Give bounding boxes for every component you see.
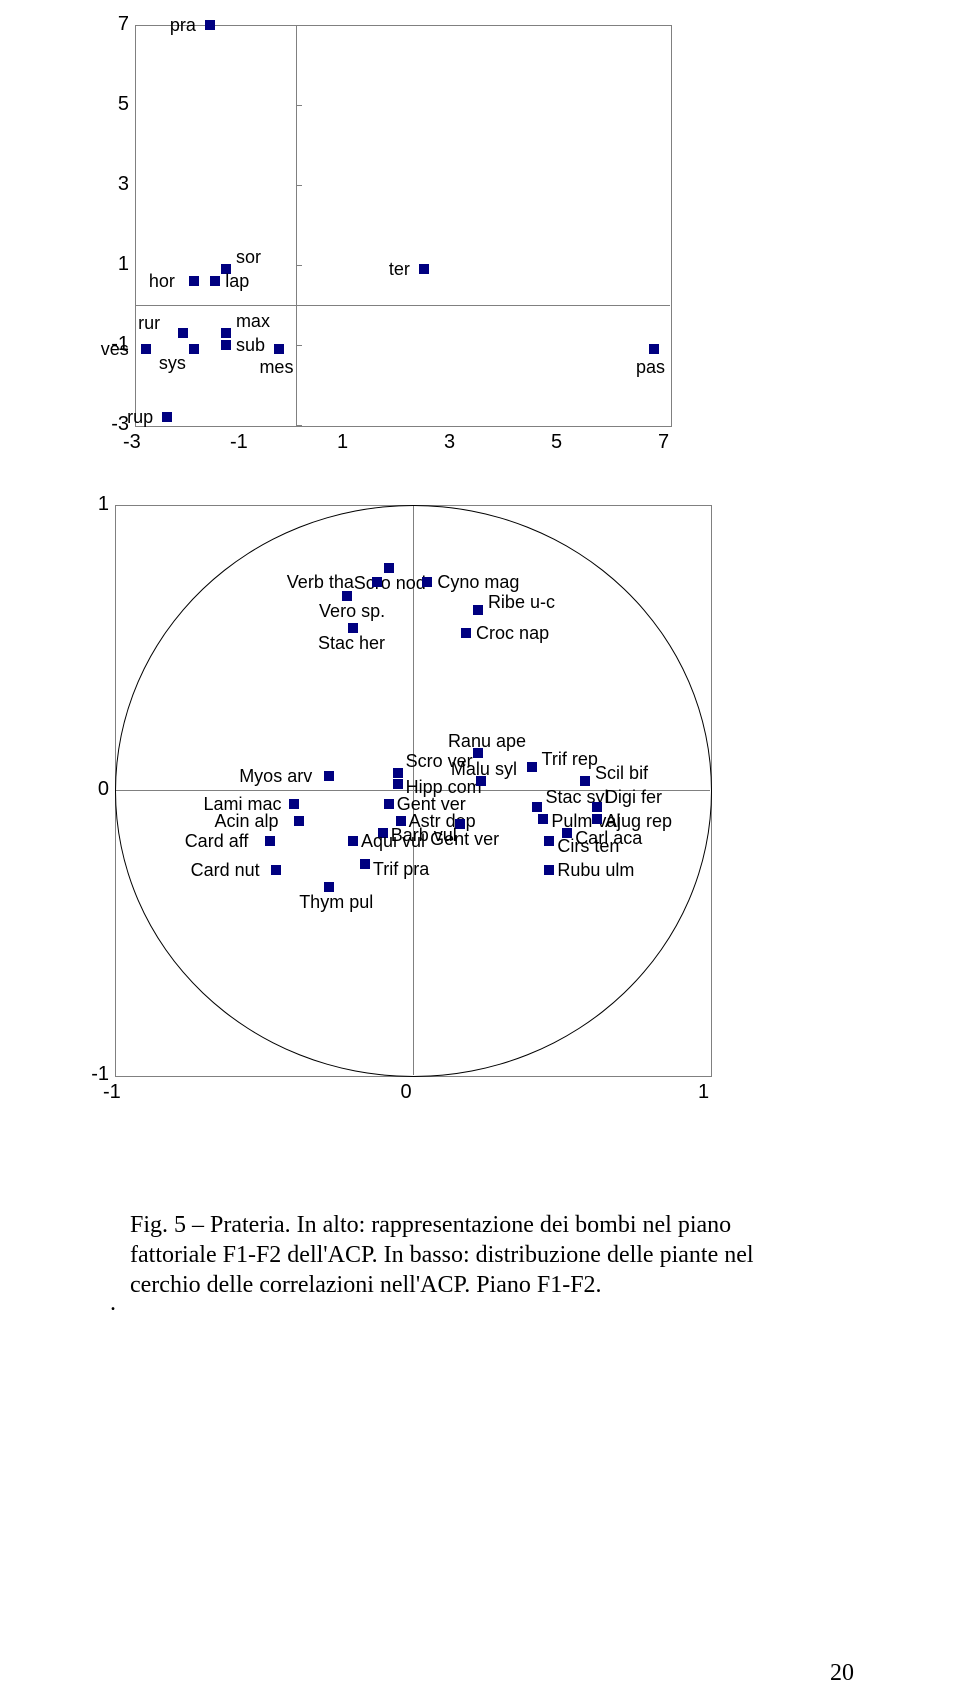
scatter-point-label: Cirs ten — [557, 836, 619, 857]
y-tick-label: 3 — [101, 173, 129, 196]
y-tick-mark — [296, 105, 302, 106]
scatter-point-label: sub — [236, 335, 265, 356]
y-tick-label: -1 — [81, 1063, 109, 1086]
scatter-point-label: Vero sp. — [319, 601, 385, 622]
scatter-point — [419, 264, 429, 274]
scatter-point-label: Card aff — [185, 831, 249, 852]
scatter-point — [205, 20, 215, 30]
scatter-point-label: sor — [236, 247, 261, 268]
x-tick-label: 1 — [337, 431, 348, 454]
scatter-point — [189, 344, 199, 354]
scatter-point-label: Scro nod — [354, 573, 426, 594]
scatter-point-label: Digi fer — [605, 787, 662, 808]
scatter-point — [461, 628, 471, 638]
y-tick-label: 1 — [81, 493, 109, 516]
figure-caption: Fig. 5 – Prateria. In alto: rappresentaz… — [130, 1210, 770, 1300]
scatter-point — [271, 865, 281, 875]
scatter-point-label: Verb tha — [287, 572, 354, 593]
scatter-point-label: sys — [159, 353, 186, 374]
x-tick-label: 5 — [551, 431, 562, 454]
scatter-point — [189, 276, 199, 286]
y-tick-label: 0 — [81, 778, 109, 801]
scatter-point — [527, 762, 537, 772]
x-tick-label: -1 — [230, 431, 248, 454]
y-tick-mark — [296, 345, 302, 346]
scatter-point — [580, 776, 590, 786]
scatter-point-label: Stac her — [318, 633, 385, 654]
scatter-point — [178, 328, 188, 338]
scatter-point-label: Croc nap — [476, 623, 549, 644]
y-tick-label: 7 — [101, 13, 129, 36]
scatter-point — [538, 814, 548, 824]
scatter-point — [384, 799, 394, 809]
scatter-point — [649, 344, 659, 354]
scatter-point-label: pas — [636, 357, 665, 378]
scatter-point-label: hor — [149, 271, 175, 292]
scatter-point — [473, 605, 483, 615]
scatter-point — [393, 768, 403, 778]
stray-period: . — [110, 1288, 130, 1318]
scatter-point — [141, 344, 151, 354]
y-tick-mark — [296, 25, 302, 26]
scatter-point — [324, 771, 334, 781]
y-tick-label: 5 — [101, 93, 129, 116]
y-tick-mark — [296, 185, 302, 186]
scatter-point — [544, 836, 554, 846]
x-tick-label: 7 — [658, 431, 669, 454]
scatter-point — [221, 328, 231, 338]
scatter-point — [210, 276, 220, 286]
scatter-point — [265, 836, 275, 846]
scatter-point-label: Myos arv — [239, 766, 312, 787]
plot-border — [135, 25, 672, 427]
scatter-point — [274, 344, 284, 354]
scatter-point-label: Ribe u-c — [488, 592, 555, 613]
y-axis-zero-line — [296, 25, 297, 425]
scatter-point — [532, 802, 542, 812]
scatter-point-label: Rubu ulm — [557, 860, 634, 881]
page-number: 20 — [830, 1660, 854, 1687]
scatter-point-label: Acin alp — [214, 811, 278, 832]
x-axis-zero-line — [135, 305, 670, 306]
scatter-point-label: Thym pul — [299, 892, 373, 913]
scatter-point — [324, 882, 334, 892]
scatter-point-label: Aqui vul — [361, 831, 425, 852]
scatter-point — [544, 865, 554, 875]
y-tick-mark — [296, 425, 302, 426]
scatter-point — [348, 836, 358, 846]
scatter-point — [372, 577, 382, 587]
scatter-point-label: max — [236, 311, 270, 332]
x-tick-label: 1 — [698, 1081, 709, 1104]
scatter-point — [342, 591, 352, 601]
scatter-point — [592, 814, 602, 824]
x-tick-label: 3 — [444, 431, 455, 454]
scatter-point-label: ter — [389, 259, 410, 280]
scatter-point-label: Cyno mag — [437, 572, 519, 593]
scatter-point — [289, 799, 299, 809]
scatter-point-label: ves — [101, 339, 129, 360]
scatter-point-label: Ranu ape — [448, 731, 526, 752]
y-tick-mark — [296, 265, 302, 266]
scatter-point — [348, 623, 358, 633]
scatter-point-label: rup — [127, 407, 153, 428]
scatter-point-label: lap — [225, 271, 249, 292]
scatter-point — [162, 412, 172, 422]
scatter-point — [384, 563, 394, 573]
x-tick-label: 0 — [401, 1081, 412, 1104]
scatter-point-label: Trif rep — [542, 749, 598, 770]
scatter-point-label: pra — [170, 15, 196, 36]
scatter-point-label: Trif pra — [373, 859, 429, 880]
scatter-point-label: rur — [138, 313, 160, 334]
scatter-point — [393, 779, 403, 789]
scatter-point — [294, 816, 304, 826]
y-tick-label: 1 — [101, 253, 129, 276]
y-tick-label: -3 — [101, 413, 129, 436]
scatter-point — [422, 577, 432, 587]
scatter-point — [221, 340, 231, 350]
scatter-point-label: Malu syl — [451, 759, 517, 780]
scatter-point-label: Card nut — [191, 860, 260, 881]
scatter-point-label: Scil bif — [595, 763, 648, 784]
scatter-point-label: mes — [259, 357, 293, 378]
scatter-point — [360, 859, 370, 869]
